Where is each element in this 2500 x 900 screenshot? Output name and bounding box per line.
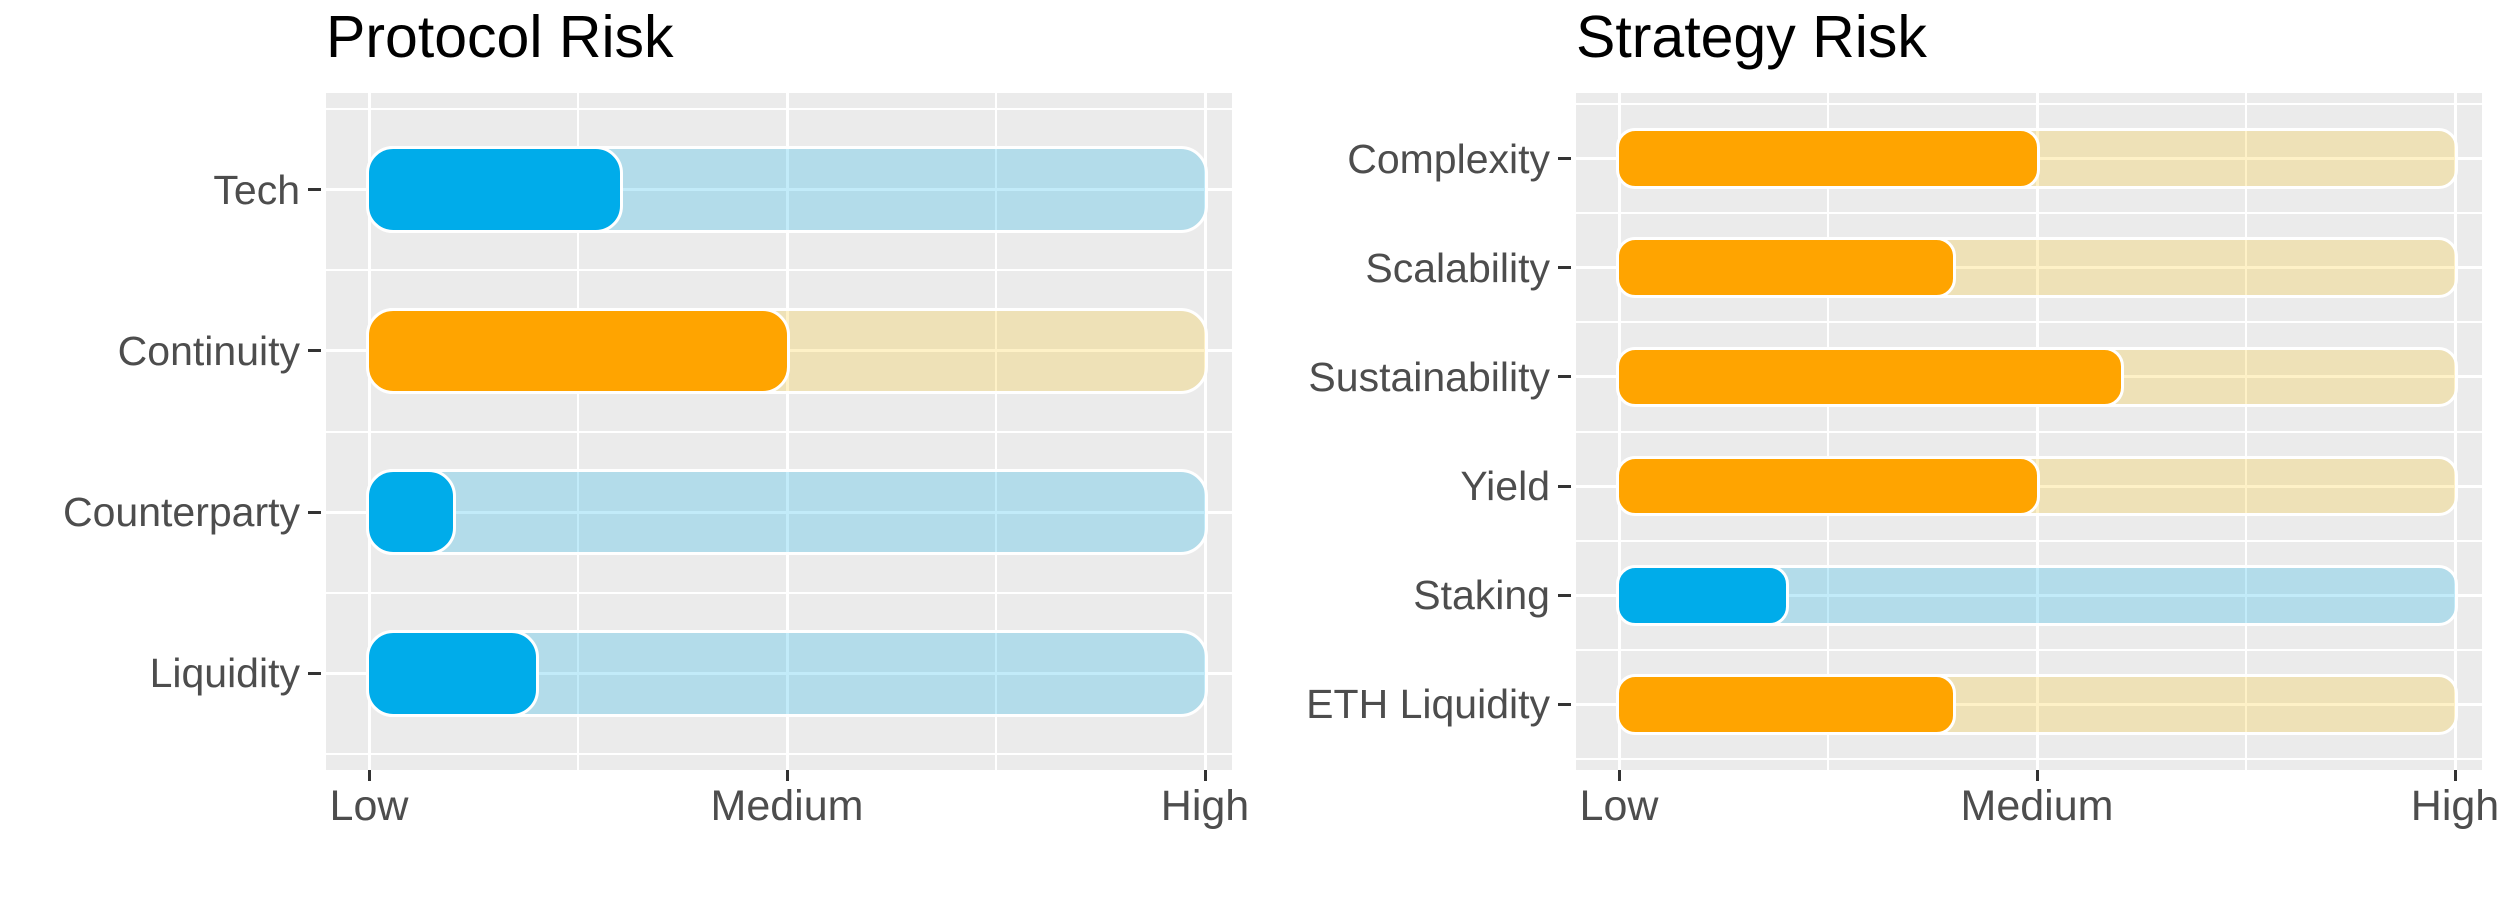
x-axis-tick bbox=[2453, 770, 2457, 781]
strategy-risk-chart: Strategy Risk Complexity Scalability Susta… bbox=[1250, 0, 2500, 900]
x-axis-tick bbox=[1203, 770, 1207, 781]
gridline-horizontal-minor bbox=[326, 752, 1232, 755]
x-axis-tick bbox=[1617, 770, 1621, 781]
chart-title-protocol-risk: Protocol Risk bbox=[326, 4, 674, 70]
gridline-horizontal-major bbox=[326, 510, 1232, 514]
bar-track-counterparty bbox=[366, 468, 1208, 556]
bar-fill-counterparty bbox=[366, 468, 456, 556]
y-axis-label: Counterparty bbox=[62, 489, 300, 536]
chart-panel bbox=[326, 93, 1232, 770]
gridline-horizontal-major bbox=[1576, 593, 2482, 597]
x-axis-tick bbox=[2035, 770, 2039, 781]
gridline-horizontal-minor bbox=[326, 430, 1232, 433]
x-axis-tick bbox=[785, 770, 789, 781]
bar-fill-eth-liquidity bbox=[1616, 674, 1957, 735]
bar-fill-liquidity bbox=[366, 629, 540, 717]
gridline-horizontal-minor bbox=[1576, 102, 2482, 105]
y-axis-label: Yield bbox=[1460, 463, 1550, 510]
y-axis-label: Staking bbox=[1413, 572, 1550, 619]
x-axis-label: Low bbox=[1579, 782, 1659, 830]
y-axis-label: ETH Liquidity bbox=[1306, 681, 1550, 728]
x-axis-label: High bbox=[2410, 782, 2500, 830]
gridline-horizontal-minor bbox=[1576, 648, 2482, 651]
y-axis-tick bbox=[1558, 593, 1571, 597]
bar-fill-tech bbox=[366, 146, 623, 233]
bar-fill-complexity bbox=[1616, 128, 2040, 189]
y-axis-label: Scalability bbox=[1365, 244, 1550, 291]
bar-fill-staking bbox=[1616, 564, 1790, 626]
protocol-risk-chart: Protocol Risk Tech Continuity Counterparty… bbox=[62, 4, 1249, 830]
y-axis-label: Continuity bbox=[117, 327, 300, 374]
chart-title-strategy-risk: Strategy Risk bbox=[1576, 4, 1927, 70]
x-axis-label: Medium bbox=[710, 782, 864, 830]
y-axis-tick bbox=[1558, 266, 1571, 270]
gridline-horizontal-minor bbox=[326, 591, 1232, 594]
gridline-horizontal-minor bbox=[1576, 321, 2482, 324]
gridline-horizontal-minor bbox=[1576, 430, 2482, 433]
gridline-horizontal-minor bbox=[326, 108, 1232, 111]
gridline-horizontal-minor bbox=[1576, 212, 2482, 215]
gridline-horizontal-major bbox=[1576, 702, 2482, 706]
gridline-horizontal-minor bbox=[326, 269, 1232, 272]
y-axis-label: Liquidity bbox=[149, 650, 300, 697]
bar-fill-continuity bbox=[366, 307, 790, 395]
y-axis-tick bbox=[308, 671, 321, 675]
chart-panel bbox=[1576, 93, 2482, 770]
bar-fill-sustainability bbox=[1616, 346, 2124, 408]
bar-fill-yield bbox=[1616, 455, 2040, 517]
y-axis-tick bbox=[308, 188, 321, 192]
y-axis-tick bbox=[308, 510, 321, 514]
y-axis-tick bbox=[1558, 157, 1571, 161]
y-axis-tick bbox=[1558, 484, 1571, 488]
x-axis-label: High bbox=[1160, 782, 1250, 830]
gridline-horizontal-minor bbox=[1576, 758, 2482, 761]
gridline-horizontal-major bbox=[1576, 266, 2482, 270]
y-axis-tick bbox=[1558, 702, 1571, 706]
gridline-horizontal-major bbox=[326, 671, 1232, 675]
y-axis-tick bbox=[308, 349, 321, 353]
x-axis-label: Low bbox=[329, 782, 409, 830]
y-axis-label: Sustainability bbox=[1308, 353, 1550, 400]
x-axis-label: Medium bbox=[1960, 782, 2114, 830]
x-axis-tick bbox=[367, 770, 371, 781]
gridline-horizontal-minor bbox=[1576, 539, 2482, 542]
y-axis-label: Tech bbox=[213, 166, 300, 213]
gridline-horizontal-major bbox=[326, 188, 1232, 192]
bar-fill-scalability bbox=[1616, 237, 1957, 298]
y-axis-tick bbox=[1558, 375, 1571, 379]
y-axis-label: Complexity bbox=[1347, 135, 1550, 182]
